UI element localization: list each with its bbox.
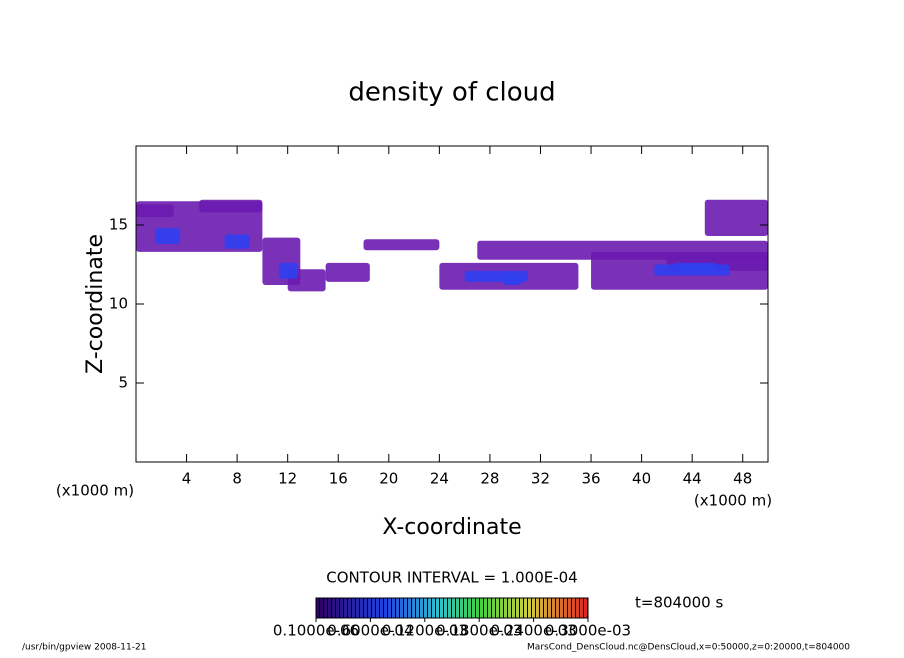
x-tick-label: 48 bbox=[733, 470, 752, 488]
cloud-patch bbox=[224, 234, 250, 249]
cloud-patch bbox=[363, 239, 440, 251]
y-unit: (x1000 m) bbox=[56, 482, 134, 500]
contour-interval: CONTOUR INTERVAL = 1.000E-04 bbox=[326, 569, 577, 587]
cloud-patch bbox=[136, 204, 174, 218]
colorbar-frame bbox=[315, 597, 589, 619]
colorbar-label: 0.3000e-03 bbox=[545, 622, 631, 640]
x-tick-label: 20 bbox=[379, 470, 398, 488]
x-axis-label: X-coordinate bbox=[382, 515, 521, 540]
x-tick-label: 16 bbox=[329, 470, 348, 488]
y-tick-label: 15 bbox=[109, 216, 128, 234]
cloud-patch bbox=[502, 275, 522, 286]
x-tick-label: 12 bbox=[278, 470, 297, 488]
time-label: t=804000 s bbox=[635, 594, 723, 612]
y-axis-label: Z-coordinate bbox=[83, 234, 108, 374]
x-tick-label: 28 bbox=[480, 470, 499, 488]
x-tick-label: 8 bbox=[232, 470, 242, 488]
cloud-patch bbox=[199, 199, 263, 213]
y-tick-label: 5 bbox=[118, 374, 128, 392]
cloud-patch bbox=[704, 199, 768, 237]
y-tick-label: 10 bbox=[109, 295, 128, 313]
colorbar-label: 0.1800e-03 bbox=[436, 622, 522, 640]
x-tick-label: 36 bbox=[581, 470, 600, 488]
x-tick-label: 4 bbox=[182, 470, 192, 488]
x-tick-label: 32 bbox=[531, 470, 550, 488]
footer-left: /usr/bin/gpview 2008-11-21 bbox=[22, 643, 146, 653]
cloud-patch bbox=[278, 262, 298, 279]
footer-right: MarsCond_DensCloud.nc@DensCloud,x=0:5000… bbox=[527, 643, 850, 653]
x-tick-label: 40 bbox=[632, 470, 651, 488]
plot-frame bbox=[135, 145, 769, 463]
colorbar-label: 0.1200e-03 bbox=[382, 622, 468, 640]
cloud-patch bbox=[154, 228, 181, 244]
cloud-patch bbox=[673, 262, 718, 271]
chart-title: density of cloud bbox=[348, 78, 555, 108]
x-tick-label: 44 bbox=[683, 470, 702, 488]
x-tick-label: 24 bbox=[430, 470, 449, 488]
colorbar-label: 0.2400e-03 bbox=[490, 622, 576, 640]
x-unit: (x1000 m) bbox=[694, 492, 772, 510]
cloud-patch bbox=[325, 262, 370, 282]
colorbar-label: 0.6000e-04 bbox=[327, 622, 413, 640]
colorbar-label: 0.1000e-06 bbox=[273, 622, 359, 640]
